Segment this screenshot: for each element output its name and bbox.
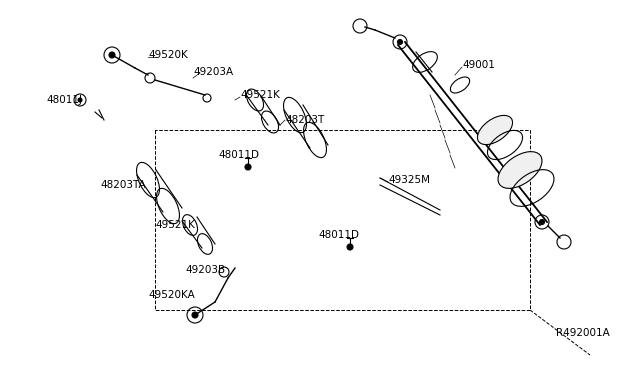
Ellipse shape	[498, 152, 542, 188]
Circle shape	[540, 219, 545, 224]
Text: 49520K: 49520K	[148, 50, 188, 60]
Circle shape	[245, 164, 251, 170]
Text: 48011D: 48011D	[218, 150, 259, 160]
Text: 48011J: 48011J	[46, 95, 82, 105]
Text: 48011D: 48011D	[318, 230, 359, 240]
Text: 49203A: 49203A	[193, 67, 233, 77]
Text: 49203B: 49203B	[185, 265, 225, 275]
Text: 48203TA: 48203TA	[100, 180, 146, 190]
Text: R492001A: R492001A	[556, 328, 610, 338]
Text: 49521K: 49521K	[155, 220, 195, 230]
Circle shape	[109, 52, 115, 58]
Circle shape	[78, 98, 82, 102]
Text: 49521K: 49521K	[240, 90, 280, 100]
Text: 48203T: 48203T	[285, 115, 324, 125]
Text: 49001: 49001	[462, 60, 495, 70]
Circle shape	[347, 244, 353, 250]
Ellipse shape	[477, 115, 513, 145]
Circle shape	[192, 312, 198, 318]
Text: 49520KA: 49520KA	[148, 290, 195, 300]
Text: 49325M: 49325M	[388, 175, 430, 185]
Circle shape	[397, 39, 403, 45]
